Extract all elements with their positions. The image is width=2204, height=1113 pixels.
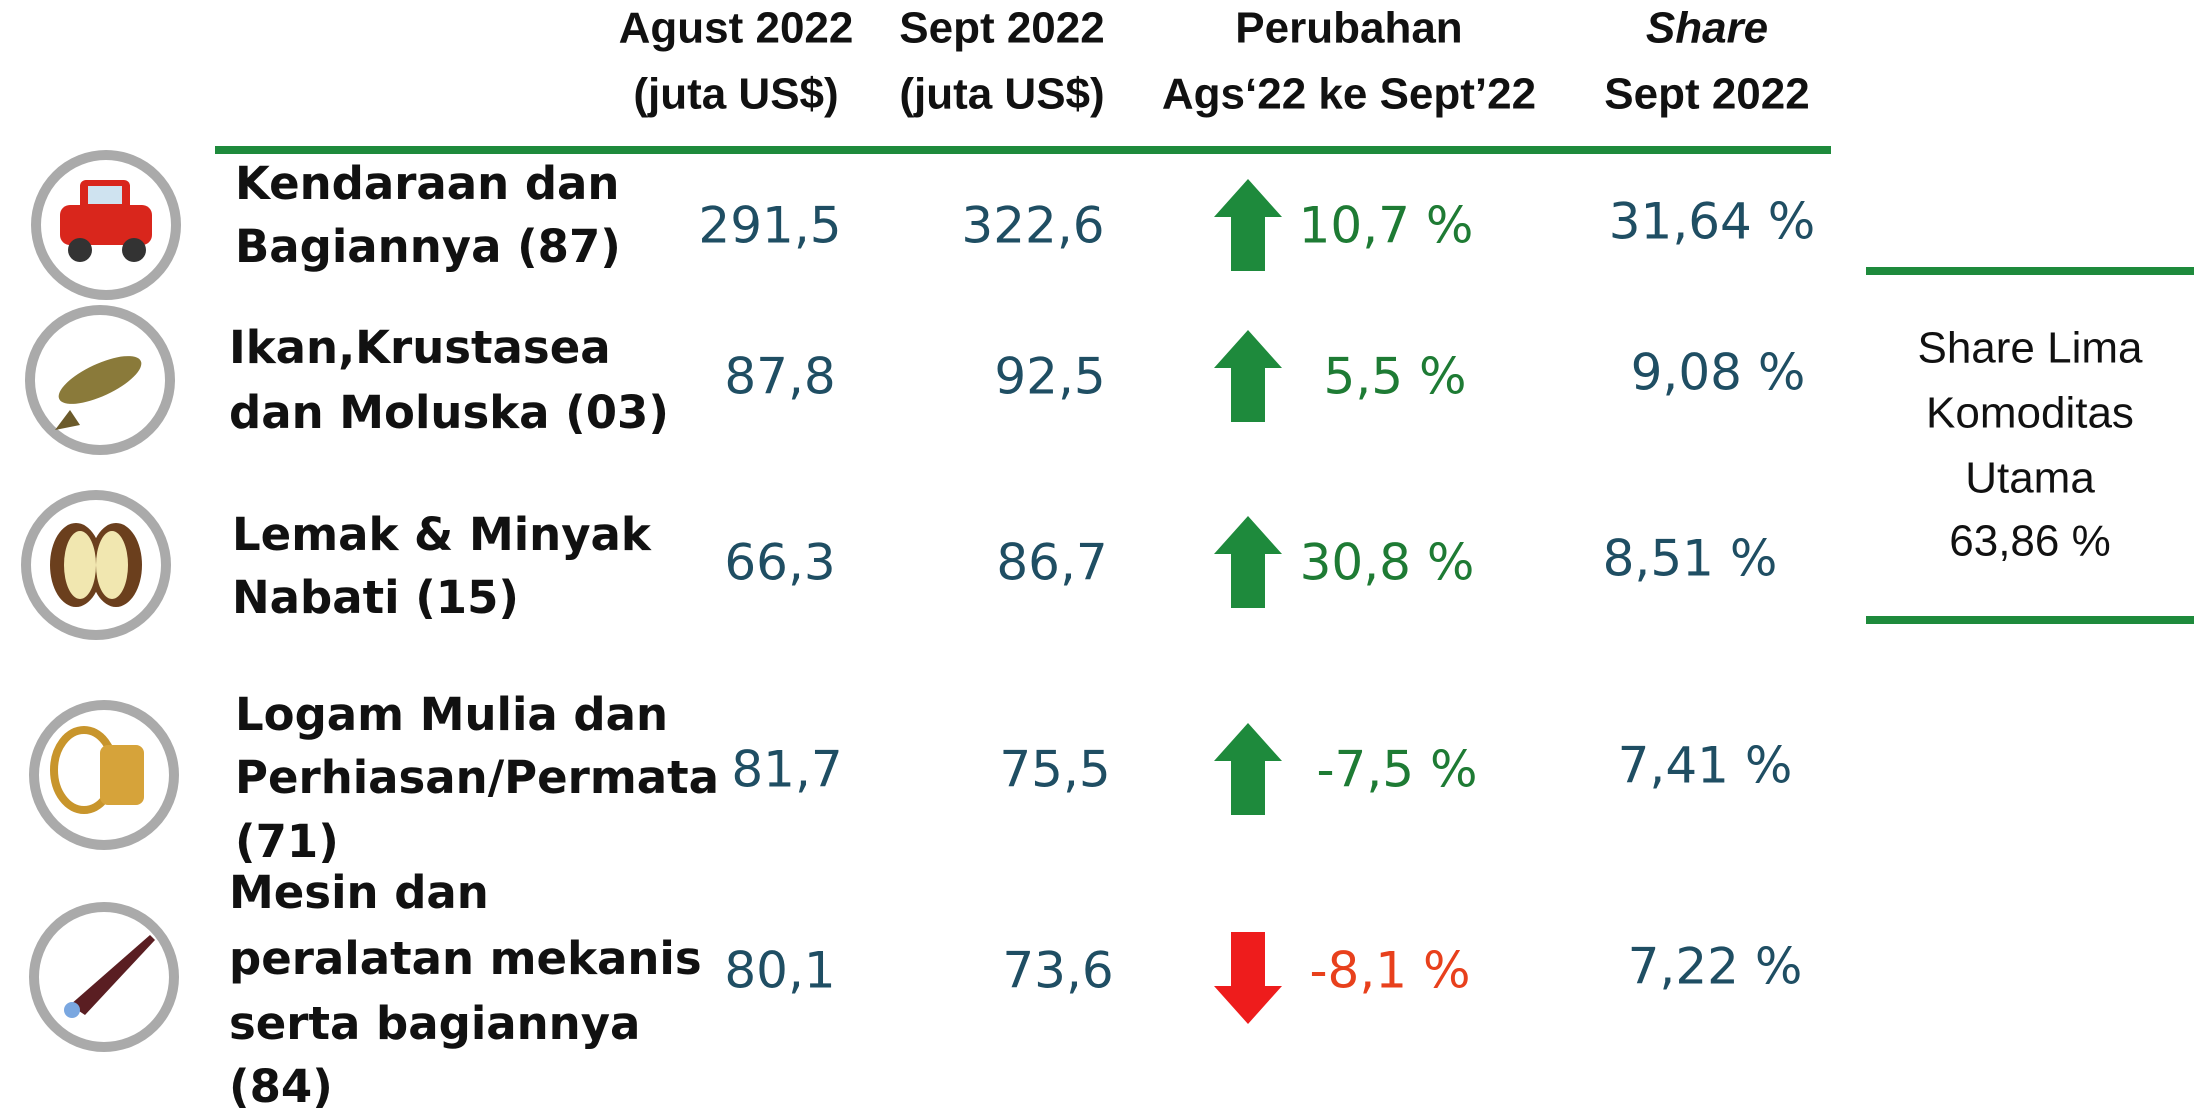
sept-value: 92,5 [994, 348, 1105, 406]
commodity-name: Nabati (15) [232, 571, 519, 624]
sept-value: 73,6 [1002, 942, 1113, 1000]
aug-value: 87,8 [724, 348, 835, 406]
commodity-name: (84) [229, 1060, 333, 1113]
icon-fish [25, 305, 175, 455]
commodity-name: serta bagiannya [229, 997, 640, 1050]
side-note-value: 63,86 % [1949, 517, 2110, 566]
arrow-down [1214, 932, 1282, 1024]
commodity-name: Mesin dan [229, 866, 489, 919]
change-value: 5,5 % [1324, 348, 1467, 406]
icon-coconut [21, 490, 171, 640]
commodity-name: (71) [235, 815, 339, 868]
change-value: 10,7 % [1299, 197, 1474, 255]
change-value: -8,1 % [1310, 942, 1471, 1000]
commodity-name: dan Moluska (03) [229, 386, 669, 439]
change-value: 30,8 % [1300, 534, 1475, 592]
arrow-up [1214, 179, 1282, 271]
arrow-up [1214, 330, 1282, 422]
aug-value: 291,5 [698, 197, 841, 255]
sept-value: 75,5 [999, 741, 1110, 799]
icon-rocket [29, 902, 179, 1052]
icon-car [31, 150, 181, 300]
header-label: (juta US$) [633, 70, 838, 119]
arrow-up [1214, 723, 1282, 815]
share-value: 7,41 % [1618, 737, 1793, 795]
share-value: 7,22 % [1628, 938, 1803, 996]
side-note: Utama [1965, 454, 2095, 503]
commodity-name: Ikan,Krustasea [229, 321, 611, 374]
aug-value: 80,1 [724, 942, 835, 1000]
change-value: -7,5 % [1317, 741, 1478, 799]
side-note: Share Lima [1917, 324, 2143, 373]
commodity-name: peralatan mekanis [229, 932, 702, 985]
aug-value: 81,7 [731, 741, 842, 799]
aug-value: 66,3 [724, 534, 835, 592]
share-value: 31,64 % [1609, 193, 1816, 251]
sept-value: 86,7 [996, 534, 1107, 592]
icon-gold [29, 700, 179, 850]
header-label: Agust 2022 [619, 4, 854, 53]
commodity-name: Perhiasan/Permata [235, 751, 719, 804]
share-value: 9,08 % [1631, 344, 1806, 402]
arrow-up [1214, 516, 1282, 608]
share-value: 8,51 % [1603, 530, 1778, 588]
side-note: Komoditas [1926, 389, 2134, 438]
header-label: Sept 2022 [899, 4, 1104, 53]
commodity-name: Logam Mulia dan [235, 688, 668, 741]
sept-value: 322,6 [961, 197, 1104, 255]
header-label: (juta US$) [899, 70, 1104, 119]
header-label: Ags‘22 ke Sept’22 [1162, 70, 1536, 119]
header-label: Perubahan [1235, 4, 1462, 53]
header-label: Sept 2022 [1604, 70, 1809, 119]
commodity-name: Lemak & Minyak [232, 508, 652, 561]
commodity-name: Kendaraan dan [235, 157, 619, 210]
commodity-name: Bagiannya (87) [235, 220, 621, 273]
header-label: Share [1646, 4, 1768, 53]
